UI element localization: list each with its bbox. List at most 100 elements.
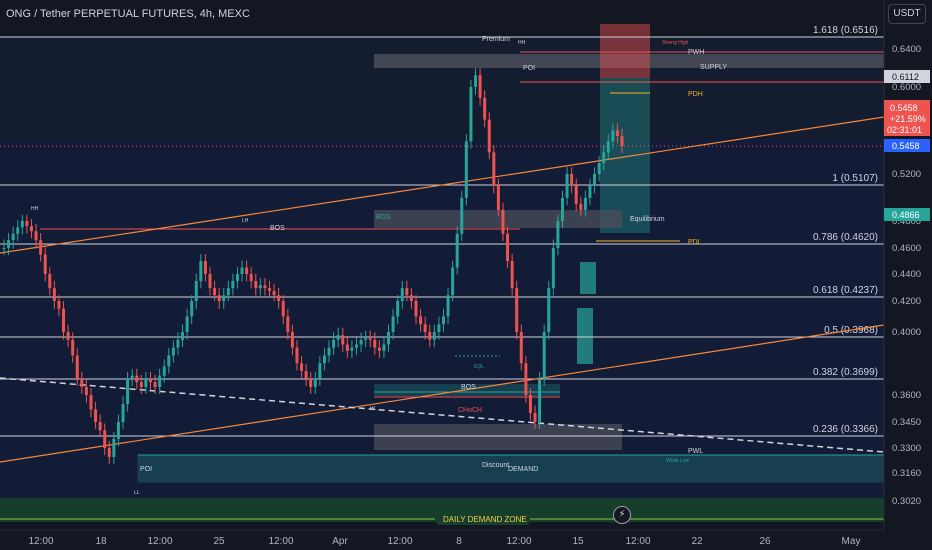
pdh-label: PDH — [688, 91, 703, 98]
candle-body — [510, 261, 514, 289]
candle-body — [290, 332, 294, 348]
candle-body — [20, 221, 24, 228]
price-tick: 0.5200 — [892, 169, 921, 180]
candle-body — [43, 254, 47, 274]
supply-box — [374, 54, 884, 68]
candle-body — [579, 203, 583, 210]
candle-body — [281, 301, 285, 317]
candle-body — [121, 404, 125, 422]
current-price-tag — [884, 100, 930, 136]
price-tick: 0.3600 — [892, 390, 921, 401]
choch-label: CHoCH — [458, 407, 482, 414]
daily-demand-tag — [437, 513, 529, 525]
time-tick: May — [842, 536, 861, 547]
candle-body — [194, 281, 198, 301]
premium-zone — [0, 37, 884, 137]
candle-body — [295, 347, 299, 364]
candle-body — [52, 288, 56, 301]
candle-body — [231, 281, 235, 289]
candle-body — [528, 395, 532, 413]
candle-body — [203, 261, 207, 274]
price-tick: 0.6400 — [892, 44, 921, 55]
candle-body — [318, 363, 322, 379]
candle-body — [364, 338, 368, 340]
candle-body — [263, 285, 267, 289]
price-tick: 0.3450 — [892, 417, 921, 428]
time-axis[interactable] — [0, 530, 932, 550]
candle-body — [373, 339, 377, 348]
current-price-change: +21.59% — [890, 114, 926, 124]
time-tick: 15 — [572, 536, 584, 547]
price-tick: 0.3020 — [892, 496, 921, 507]
candle-body — [240, 267, 244, 274]
fvg-box-1 — [580, 262, 596, 294]
candle-body — [441, 316, 445, 325]
candle-body — [167, 355, 171, 367]
bos-upper-box — [374, 210, 622, 228]
hh-top-label: HH — [518, 40, 526, 46]
fib-label: 0.382 (0.3699) — [813, 367, 878, 378]
candle-body — [446, 295, 450, 317]
time-tick: 8 — [456, 536, 462, 547]
candle-body — [62, 308, 66, 332]
candle-body — [213, 288, 217, 296]
strong-high-box — [600, 24, 650, 78]
candle-body — [432, 332, 436, 340]
upper-trendline — [0, 116, 885, 254]
candle-body — [542, 332, 546, 379]
candle-body — [560, 197, 564, 221]
currency-button[interactable]: USDT — [888, 4, 926, 24]
price-tick: 0.3160 — [892, 468, 921, 479]
dashed-trendline — [0, 377, 885, 453]
pwh-label: PWH — [688, 49, 704, 56]
candle-body — [313, 378, 317, 387]
candle-body — [235, 274, 239, 282]
candle-body — [309, 378, 313, 387]
price-scale[interactable] — [884, 0, 932, 530]
candle-body — [176, 339, 180, 348]
candle-body — [588, 185, 592, 198]
time-ticks: 12:00 18 12:00 25 12:00 Apr 12:00 8 12:00 15 12:00… — [28, 536, 860, 547]
lower-trendline — [0, 324, 885, 463]
candle-body — [39, 240, 43, 255]
candle-body — [451, 267, 455, 296]
candle-body — [524, 363, 528, 395]
candle-body — [89, 395, 93, 410]
candle-body — [478, 75, 482, 98]
candle-body — [107, 448, 111, 457]
candle-body — [199, 261, 203, 282]
candle-body — [496, 185, 500, 210]
lh-label: LH — [242, 218, 249, 224]
candle-body — [84, 386, 88, 395]
daily-demand-label: DAILY DEMAND ZONE — [443, 515, 527, 524]
bos-upper-label: BOS — [376, 214, 391, 221]
candle-body — [7, 240, 11, 248]
strong-high-label: Strong High — [662, 40, 689, 46]
lightning-icon[interactable]: ⚡ — [613, 506, 631, 524]
candle-body — [144, 378, 148, 387]
candle-body — [515, 288, 519, 332]
poi-bottom-label: POI — [140, 466, 152, 473]
candle-body — [602, 152, 606, 164]
last-price-tag — [884, 139, 930, 152]
time-tick: 12:00 — [506, 536, 531, 547]
candle-body — [487, 119, 491, 153]
candle-body — [359, 339, 363, 345]
long-position-box — [600, 78, 650, 233]
time-tick: 18 — [95, 536, 107, 547]
demand-label: DEMAND — [508, 466, 538, 473]
candle-body — [75, 355, 79, 379]
candle-body — [190, 301, 194, 317]
candle-body — [158, 375, 162, 387]
candle-body — [409, 295, 413, 301]
candle-body — [474, 75, 478, 87]
candle-body — [506, 233, 510, 261]
candle-body — [606, 141, 610, 153]
price-tick: 0.4600 — [892, 243, 921, 254]
candle-body — [336, 335, 340, 340]
candle-body — [94, 409, 98, 422]
candle-body — [116, 422, 120, 439]
level-tag-a — [884, 70, 930, 83]
candle-body — [455, 233, 459, 268]
